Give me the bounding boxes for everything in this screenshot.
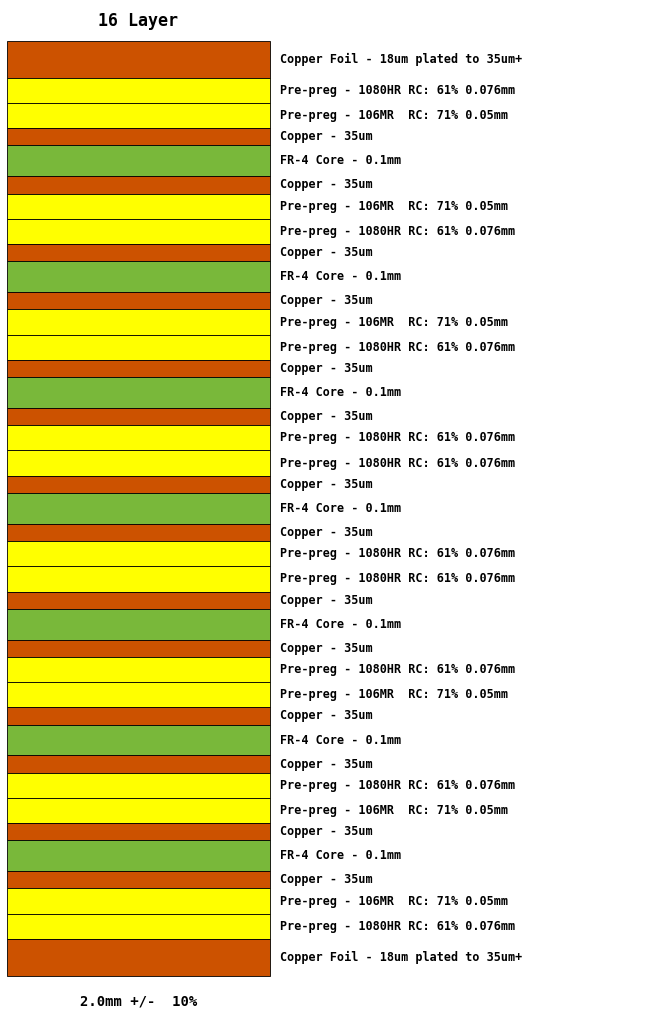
FancyBboxPatch shape	[7, 871, 270, 888]
FancyBboxPatch shape	[7, 708, 270, 724]
FancyBboxPatch shape	[7, 840, 270, 871]
Text: Pre-preg - 106MR  RC: 71% 0.05mm: Pre-preg - 106MR RC: 71% 0.05mm	[280, 315, 508, 329]
FancyBboxPatch shape	[7, 493, 270, 524]
Text: Copper - 35um: Copper - 35um	[280, 478, 373, 491]
Text: FR-4 Core - 0.1mm: FR-4 Core - 0.1mm	[280, 154, 401, 167]
Text: Pre-preg - 1080HR RC: 61% 0.076mm: Pre-preg - 1080HR RC: 61% 0.076mm	[280, 431, 515, 445]
Text: Pre-preg - 106MR  RC: 71% 0.05mm: Pre-preg - 106MR RC: 71% 0.05mm	[280, 895, 508, 908]
Text: FR-4 Core - 0.1mm: FR-4 Core - 0.1mm	[280, 849, 401, 863]
FancyBboxPatch shape	[7, 309, 270, 335]
FancyBboxPatch shape	[7, 476, 270, 493]
FancyBboxPatch shape	[7, 939, 270, 976]
FancyBboxPatch shape	[7, 609, 270, 640]
FancyBboxPatch shape	[7, 823, 270, 840]
FancyBboxPatch shape	[7, 261, 270, 293]
Text: FR-4 Core - 0.1mm: FR-4 Core - 0.1mm	[280, 502, 401, 515]
FancyBboxPatch shape	[7, 408, 270, 425]
Text: Copper - 35um: Copper - 35um	[280, 826, 373, 838]
Text: Copper - 35um: Copper - 35um	[280, 758, 373, 770]
FancyBboxPatch shape	[7, 219, 270, 244]
Text: FR-4 Core - 0.1mm: FR-4 Core - 0.1mm	[280, 617, 401, 631]
Text: Pre-preg - 1080HR RC: 61% 0.076mm: Pre-preg - 1080HR RC: 61% 0.076mm	[280, 457, 515, 469]
FancyBboxPatch shape	[7, 194, 270, 219]
Text: Copper - 35um: Copper - 35um	[280, 642, 373, 655]
FancyBboxPatch shape	[7, 128, 270, 146]
FancyBboxPatch shape	[7, 41, 270, 78]
FancyBboxPatch shape	[7, 541, 270, 566]
Text: Copper Foil - 18um plated to 35um+: Copper Foil - 18um plated to 35um+	[280, 951, 523, 964]
Text: Pre-preg - 106MR  RC: 71% 0.05mm: Pre-preg - 106MR RC: 71% 0.05mm	[280, 804, 508, 817]
FancyBboxPatch shape	[7, 772, 270, 798]
Text: Pre-preg - 106MR  RC: 71% 0.05mm: Pre-preg - 106MR RC: 71% 0.05mm	[280, 109, 508, 122]
FancyBboxPatch shape	[7, 78, 270, 103]
Text: Copper - 35um: Copper - 35um	[280, 130, 373, 144]
Text: Copper - 35um: Copper - 35um	[280, 246, 373, 259]
Text: Copper - 35um: Copper - 35um	[280, 179, 373, 191]
FancyBboxPatch shape	[7, 888, 270, 914]
Text: Pre-preg - 1080HR RC: 61% 0.076mm: Pre-preg - 1080HR RC: 61% 0.076mm	[280, 920, 515, 933]
Text: Pre-preg - 106MR  RC: 71% 0.05mm: Pre-preg - 106MR RC: 71% 0.05mm	[280, 688, 508, 701]
Text: Pre-preg - 106MR  RC: 71% 0.05mm: Pre-preg - 106MR RC: 71% 0.05mm	[280, 199, 508, 213]
FancyBboxPatch shape	[7, 682, 270, 708]
FancyBboxPatch shape	[7, 451, 270, 476]
FancyBboxPatch shape	[7, 657, 270, 682]
Text: 2.0mm +/-  10%: 2.0mm +/- 10%	[80, 994, 197, 1009]
FancyBboxPatch shape	[7, 524, 270, 541]
Text: Pre-preg - 1080HR RC: 61% 0.076mm: Pre-preg - 1080HR RC: 61% 0.076mm	[280, 225, 515, 238]
FancyBboxPatch shape	[7, 566, 270, 592]
FancyBboxPatch shape	[7, 146, 270, 177]
Text: Pre-preg - 1080HR RC: 61% 0.076mm: Pre-preg - 1080HR RC: 61% 0.076mm	[280, 663, 515, 676]
Text: FR-4 Core - 0.1mm: FR-4 Core - 0.1mm	[280, 386, 401, 400]
Text: Pre-preg - 1080HR RC: 61% 0.076mm: Pre-preg - 1080HR RC: 61% 0.076mm	[280, 341, 515, 353]
FancyBboxPatch shape	[7, 103, 270, 128]
Text: Copper - 35um: Copper - 35um	[280, 873, 373, 886]
FancyBboxPatch shape	[7, 359, 270, 377]
Text: Pre-preg - 1080HR RC: 61% 0.076mm: Pre-preg - 1080HR RC: 61% 0.076mm	[280, 778, 515, 792]
FancyBboxPatch shape	[7, 756, 270, 772]
Text: Copper - 35um: Copper - 35um	[280, 362, 373, 375]
Text: FR-4 Core - 0.1mm: FR-4 Core - 0.1mm	[280, 270, 401, 283]
FancyBboxPatch shape	[7, 724, 270, 756]
Text: Pre-preg - 1080HR RC: 61% 0.076mm: Pre-preg - 1080HR RC: 61% 0.076mm	[280, 572, 515, 585]
FancyBboxPatch shape	[7, 592, 270, 609]
Text: FR-4 Core - 0.1mm: FR-4 Core - 0.1mm	[280, 733, 401, 747]
Text: Copper - 35um: Copper - 35um	[280, 526, 373, 539]
Text: Copper - 35um: Copper - 35um	[280, 710, 373, 722]
Text: Copper - 35um: Copper - 35um	[280, 295, 373, 307]
FancyBboxPatch shape	[7, 914, 270, 939]
FancyBboxPatch shape	[7, 244, 270, 261]
FancyBboxPatch shape	[7, 335, 270, 359]
Text: 16 Layer: 16 Layer	[98, 11, 179, 30]
FancyBboxPatch shape	[7, 293, 270, 309]
FancyBboxPatch shape	[7, 377, 270, 408]
Text: Copper - 35um: Copper - 35um	[280, 594, 373, 607]
FancyBboxPatch shape	[7, 640, 270, 657]
Text: Copper Foil - 18um plated to 35um+: Copper Foil - 18um plated to 35um+	[280, 52, 523, 66]
Text: Copper - 35um: Copper - 35um	[280, 410, 373, 423]
FancyBboxPatch shape	[7, 425, 270, 451]
Text: Pre-preg - 1080HR RC: 61% 0.076mm: Pre-preg - 1080HR RC: 61% 0.076mm	[280, 84, 515, 97]
FancyBboxPatch shape	[7, 177, 270, 194]
Text: Pre-preg - 1080HR RC: 61% 0.076mm: Pre-preg - 1080HR RC: 61% 0.076mm	[280, 547, 515, 560]
FancyBboxPatch shape	[7, 798, 270, 823]
